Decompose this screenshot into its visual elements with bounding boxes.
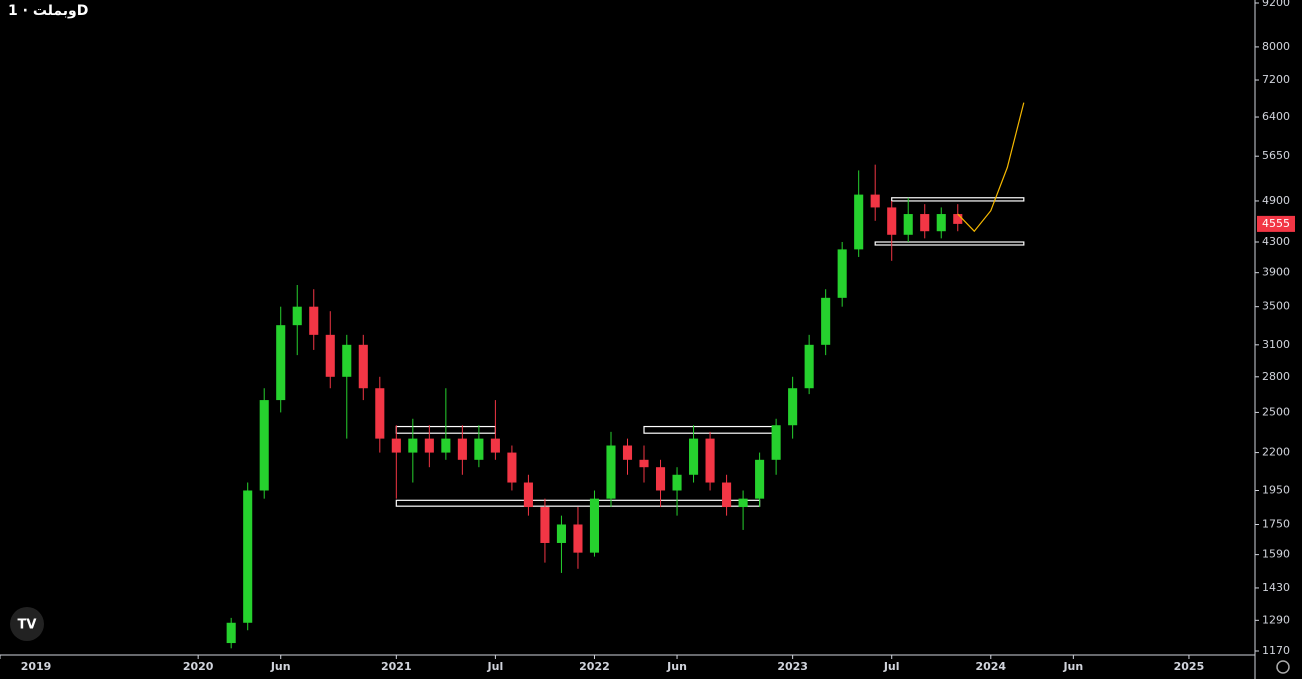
y-tick-label: 5650 xyxy=(1262,149,1290,162)
x-tick-label: Jul xyxy=(487,660,504,673)
candle-body xyxy=(854,194,864,250)
y-tick-label: 4900 xyxy=(1262,194,1290,207)
settings-icon[interactable] xyxy=(1276,660,1290,674)
candle-body xyxy=(887,207,897,235)
candle-body xyxy=(920,214,930,232)
candle-body xyxy=(441,438,451,453)
y-tick-label: 2500 xyxy=(1262,405,1290,418)
y-tick-label: 1750 xyxy=(1262,517,1290,530)
candle-body xyxy=(589,498,600,553)
x-tick-label: 2024 xyxy=(975,660,1006,673)
y-tick-label: 7200 xyxy=(1262,73,1290,86)
candle-body xyxy=(243,490,253,623)
candle-body xyxy=(606,445,616,499)
candle-body xyxy=(837,249,847,298)
candle-body xyxy=(408,438,418,453)
chart-title: وبملت · 1D xyxy=(8,3,89,19)
candle-body xyxy=(391,438,401,453)
y-tick-label: 9200 xyxy=(1262,0,1290,9)
x-tick-label: 2019 xyxy=(21,660,52,673)
x-tick-label: Jun xyxy=(666,660,687,673)
candle-body xyxy=(788,388,798,426)
candle-body xyxy=(507,452,517,483)
x-tick-label: 2023 xyxy=(777,660,808,673)
last-price-label: 4555 xyxy=(1262,217,1290,230)
candle-body xyxy=(523,482,533,508)
x-tick-label: Jun xyxy=(1062,660,1083,673)
candle-body xyxy=(292,306,302,326)
y-tick-label: 4300 xyxy=(1262,235,1290,248)
candle-body xyxy=(771,425,781,460)
candle-body xyxy=(936,214,946,232)
zone-box xyxy=(874,241,1025,246)
x-tick-label: 2020 xyxy=(183,660,214,673)
candle-body xyxy=(672,474,682,491)
y-tick-label: 1950 xyxy=(1262,483,1290,496)
x-tick-label: Jul xyxy=(883,660,900,673)
candle-body xyxy=(556,524,566,543)
candle-body xyxy=(821,297,831,345)
candle-body xyxy=(342,344,352,377)
candle-body xyxy=(309,306,319,335)
candle-body xyxy=(226,622,236,644)
x-tick-label: 2021 xyxy=(381,660,412,673)
candle-body xyxy=(358,344,368,389)
y-tick-label: 2800 xyxy=(1262,370,1290,383)
candle-body xyxy=(755,459,765,499)
y-tick-label: 3100 xyxy=(1262,338,1290,351)
candle-body xyxy=(953,214,963,224)
candle-body xyxy=(804,344,814,389)
candle-body xyxy=(655,467,666,491)
projection-curve xyxy=(957,102,1025,233)
candle-body xyxy=(474,438,484,460)
candle-body xyxy=(490,438,500,453)
x-tick-label: 2025 xyxy=(1174,660,1205,673)
candle-body xyxy=(325,334,335,377)
candle-body xyxy=(573,524,583,553)
y-tick-label: 8000 xyxy=(1262,40,1290,53)
y-tick-label: 3900 xyxy=(1262,266,1290,279)
candle-body xyxy=(903,214,913,235)
y-tick-label: 1290 xyxy=(1262,613,1290,626)
y-tick-label: 1590 xyxy=(1262,548,1290,561)
y-tick-label: 1430 xyxy=(1262,581,1290,594)
x-tick-label: Jun xyxy=(270,660,291,673)
y-tick-label: 3500 xyxy=(1262,300,1290,313)
candle-body xyxy=(540,507,550,543)
candle-body xyxy=(375,388,385,439)
candle-body xyxy=(738,498,748,508)
last-price-box xyxy=(1257,215,1295,232)
tv-logo: TV xyxy=(10,607,44,641)
x-tick-label: 2022 xyxy=(579,660,610,673)
svg-text:TV: TV xyxy=(18,618,37,633)
zone-box xyxy=(395,499,761,507)
y-tick-label: 1170 xyxy=(1262,644,1290,657)
candle-body xyxy=(424,438,434,453)
candle-body xyxy=(722,482,732,508)
zone-box xyxy=(891,197,1025,202)
candle-body xyxy=(689,438,699,475)
candle-body xyxy=(259,400,269,491)
candle-body xyxy=(870,194,880,208)
candle-body xyxy=(276,325,286,401)
y-tick-label: 2200 xyxy=(1262,446,1290,459)
candle-body xyxy=(622,445,633,460)
candle-body xyxy=(639,459,649,468)
candle-body xyxy=(705,438,715,483)
y-tick-label: 6400 xyxy=(1262,110,1290,123)
candle-body xyxy=(457,438,467,460)
